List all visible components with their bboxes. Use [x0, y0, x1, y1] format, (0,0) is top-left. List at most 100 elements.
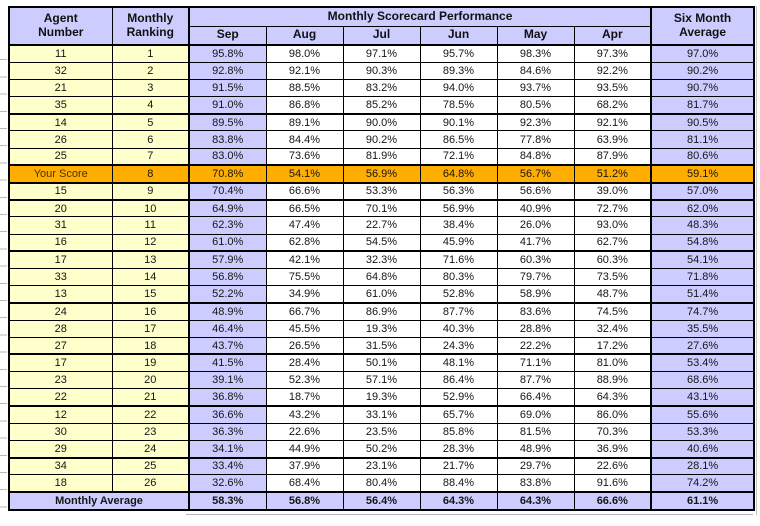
score-cell: 29.7%	[496, 456, 575, 476]
monthly-ranking-cell: 1	[111, 44, 190, 63]
agent-row: 13 15 52.2% 34.9% 61.0% 52.8% 58.9% 48.7% 51.4%	[8, 285, 755, 304]
monthly-ranking-cell: 14	[111, 267, 190, 287]
agent-row: 14 5 89.5% 89.1% 90.0% 90.1% 92.3% 92.1% 90.5%	[8, 113, 755, 132]
score-cell: 84.6%	[496, 61, 575, 80]
score-cell: 91.6%	[573, 474, 652, 493]
agent-number-cell: 31	[8, 216, 113, 235]
agent-number-cell: 22	[8, 388, 113, 407]
score-cell: 74.5%	[573, 302, 652, 321]
score-cell: 56.9%	[342, 164, 421, 184]
score-cell: 64.3%	[573, 388, 652, 407]
agent-row: 26 6 83.8% 84.4% 90.2% 86.5% 77.8% 63.9% 81.1%	[8, 130, 755, 149]
agent-row: 12 22 36.6% 43.2% 33.1% 65.7% 69.0% 86.0% 55.6%	[8, 405, 755, 424]
agent-number-cell: 26	[8, 130, 113, 149]
monthly-ranking-cell: 5	[111, 113, 190, 132]
agent-number-cell: 17	[8, 250, 113, 269]
score-cell: 64.8%	[419, 164, 498, 184]
score-cell: 23.1%	[342, 456, 421, 476]
score-cell: 75.5%	[265, 267, 344, 287]
score-cell: 72.7%	[573, 199, 652, 218]
agent-number-cell: 35	[8, 96, 113, 115]
score-cell: 83.6%	[496, 302, 575, 321]
score-cell: 39.0%	[573, 181, 652, 201]
monthly-ranking-cell: 16	[111, 302, 190, 321]
monthly-average-value: 64.3%	[419, 491, 498, 511]
six-month-average-cell: 54.8%	[650, 233, 755, 253]
six-month-average-cell: 80.6%	[650, 147, 755, 167]
monthly-ranking-cell: 20	[111, 371, 190, 390]
header-row-group: Agent Number Monthly Ranking Monthly Sco…	[8, 6, 755, 46]
monthly-ranking-header-line1: Monthly	[127, 11, 174, 26]
score-cell: 39.1%	[188, 371, 267, 390]
agent-row: 25 7 83.0% 73.6% 81.9% 72.1% 84.8% 87.9% 80.6%	[8, 147, 755, 167]
score-cell: 22.7%	[342, 216, 421, 235]
score-cell: 31.5%	[342, 336, 421, 356]
score-cell: 40.3%	[419, 319, 498, 338]
score-cell: 53.3%	[342, 181, 421, 201]
monthly-ranking-cell: 3	[111, 78, 190, 98]
score-cell: 22.2%	[496, 336, 575, 356]
agent-number-cell: 20	[8, 199, 113, 218]
score-cell: 70.4%	[188, 181, 267, 201]
score-cell: 36.6%	[188, 405, 267, 424]
score-cell: 62.7%	[573, 233, 652, 253]
six-month-average-cell: 43.1%	[650, 388, 755, 407]
score-cell: 58.9%	[496, 285, 575, 304]
score-cell: 32.4%	[573, 319, 652, 338]
agent-number-cell: Your Score	[8, 164, 113, 184]
score-cell: 66.5%	[265, 199, 344, 218]
monthly-average-value: 56.4%	[342, 491, 421, 511]
score-cell: 33.1%	[342, 405, 421, 424]
score-cell: 70.8%	[188, 164, 267, 184]
score-cell: 21.7%	[419, 456, 498, 476]
month-header-jul: Jul	[342, 25, 421, 46]
agent-number-cell: 32	[8, 61, 113, 80]
score-cell: 90.2%	[342, 130, 421, 149]
agent-row: 29 24 34.1% 44.9% 50.2% 28.3% 48.9% 36.9% 40.6%	[8, 439, 755, 459]
monthly-average-row: Monthly Average 58.3% 56.8% 56.4% 64.3% 64.3%…	[8, 491, 755, 511]
score-cell: 78.5%	[419, 96, 498, 115]
score-cell: 56.3%	[419, 181, 498, 201]
six-month-average-cell: 57.0%	[650, 181, 755, 201]
six-month-average-cell: 81.1%	[650, 130, 755, 149]
score-cell: 44.9%	[265, 439, 344, 459]
score-cell: 85.2%	[342, 96, 421, 115]
agent-number-cell: 34	[8, 456, 113, 476]
score-cell: 61.0%	[342, 285, 421, 304]
monthly-ranking-cell: 6	[111, 130, 190, 149]
score-cell: 48.1%	[419, 353, 498, 373]
score-cell: 89.3%	[419, 61, 498, 80]
monthly-average-value: 64.3%	[496, 491, 575, 511]
score-cell: 26.5%	[265, 336, 344, 356]
score-cell: 61.0%	[188, 233, 267, 253]
score-cell: 73.5%	[573, 267, 652, 287]
score-cell: 52.9%	[419, 388, 498, 407]
score-cell: 97.1%	[342, 44, 421, 63]
monthly-ranking-cell: 2	[111, 61, 190, 80]
your-score-row: Your Score 8 70.8% 54.1% 56.9% 64.8% 56.7% 51.2…	[8, 164, 755, 184]
agent-number-cell: 28	[8, 319, 113, 338]
score-cell: 64.8%	[342, 267, 421, 287]
score-cell: 73.6%	[265, 147, 344, 167]
score-cell: 88.4%	[419, 474, 498, 493]
month-header-sep: Sep	[188, 25, 267, 46]
agent-row: 17 13 57.9% 42.1% 32.3% 71.6% 60.3% 60.3% 54.1%	[8, 250, 755, 269]
score-cell: 45.9%	[419, 233, 498, 253]
score-cell: 86.5%	[419, 130, 498, 149]
score-cell: 19.3%	[342, 388, 421, 407]
agent-row: 17 19 41.5% 28.4% 50.1% 48.1% 71.1% 81.0% 53.4%	[8, 353, 755, 373]
agent-number-cell: 16	[8, 233, 113, 253]
score-cell: 41.7%	[496, 233, 575, 253]
score-cell: 46.4%	[188, 319, 267, 338]
score-cell: 90.3%	[342, 61, 421, 80]
month-header-aug: Aug	[265, 25, 344, 46]
agent-number-cell: 13	[8, 285, 113, 304]
score-cell: 72.1%	[419, 147, 498, 167]
score-cell: 51.2%	[573, 164, 652, 184]
score-cell: 92.3%	[496, 113, 575, 132]
score-cell: 23.5%	[342, 422, 421, 441]
score-cell: 93.0%	[573, 216, 652, 235]
score-cell: 17.2%	[573, 336, 652, 356]
score-cell: 26.0%	[496, 216, 575, 235]
score-cell: 19.3%	[342, 319, 421, 338]
